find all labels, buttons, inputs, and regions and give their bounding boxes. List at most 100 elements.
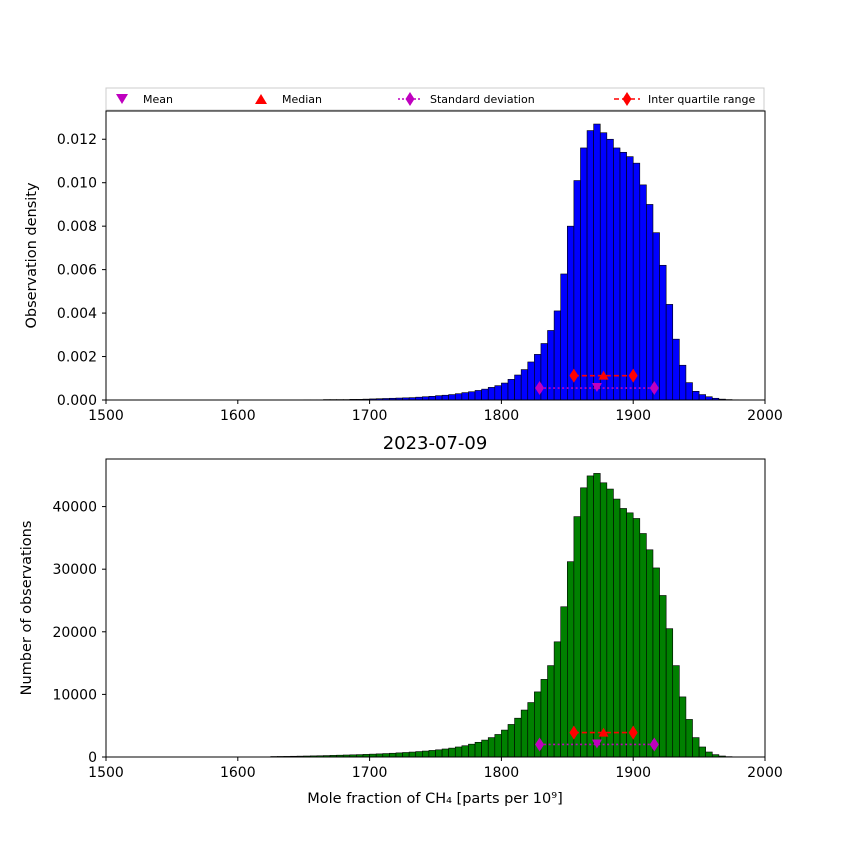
histogram-bar (520, 369, 529, 401)
histogram-bar (547, 665, 555, 758)
histogram-bar (679, 696, 687, 758)
histogram-bar (613, 147, 621, 401)
density-y-tick-label: 0.002 (57, 350, 97, 366)
density-y-tick-label: 0.008 (57, 219, 97, 235)
count-y-tick-label: 0 (88, 750, 97, 766)
histogram-bar (454, 746, 463, 758)
count-x-tick-label: 1600 (220, 765, 256, 781)
histogram-bar (422, 750, 430, 758)
histogram-bar (665, 628, 674, 758)
count-stat-markers (535, 725, 659, 752)
histogram-bar (599, 482, 608, 758)
histogram-bar (619, 151, 627, 401)
histogram-bar (685, 382, 693, 401)
count-axis-ticks: 1500 1600 1700 1800 1900 20000100002000030000… (52, 500, 782, 781)
density-x-tick-label: 1800 (484, 408, 520, 424)
histogram-bar (672, 338, 680, 401)
legend-label-median: Median (282, 93, 322, 106)
histogram-bar (501, 729, 509, 758)
count-x-tick-label: 1800 (484, 765, 520, 781)
legend-entry-iqr: Inter quartile range (614, 92, 755, 106)
histogram-bar (659, 595, 667, 758)
histogram-bar (454, 393, 463, 401)
density-y-tick-label: 0.012 (57, 132, 97, 148)
count-y-tick-label: 10000 (52, 687, 97, 703)
histogram-bar (553, 310, 562, 401)
histogram-bar (547, 330, 555, 401)
mean-marker-icon (116, 94, 128, 104)
density-x-tick-label: 1700 (352, 408, 388, 424)
density-histogram-panel: 1500 1600 1700 1800 1900 2000 0.000 0.002 0.004 0… (24, 110, 783, 424)
legend-entry-mean: Mean (116, 93, 173, 106)
histogram-bar (646, 204, 654, 401)
histogram-bar (487, 737, 496, 758)
histogram-bar (632, 518, 641, 758)
histogram-bar (487, 387, 496, 401)
histogram-bar (395, 752, 403, 758)
legend-entry-std: Standard deviation (398, 92, 535, 106)
legend-label-iqr: Inter quartile range (648, 93, 755, 106)
density-y-tick-label: 0.000 (57, 393, 97, 409)
mean-marker (591, 739, 602, 749)
median-marker (598, 727, 609, 737)
histogram-bar (435, 749, 443, 758)
histogram-bar (468, 743, 476, 758)
histogram-bar (692, 737, 700, 758)
legend-frame (105, 87, 765, 111)
histogram-bar (586, 130, 594, 401)
count-y-tick-label: 30000 (52, 562, 97, 578)
iqr-diamond-icon (622, 92, 632, 106)
count-plot-frame (105, 458, 766, 758)
density-axis-ticks: 1500 1600 1700 1800 1900 2000 0.000 0.002 0.004 0… (57, 132, 783, 424)
histogram-bar (474, 741, 482, 758)
histogram-bar (441, 748, 449, 758)
count-chart-title: 2023-07-09 (383, 433, 488, 454)
histogram-bar (553, 641, 562, 758)
density-y-tick-label: 0.004 (57, 306, 97, 322)
histogram-bar (520, 709, 529, 758)
density-plot-frame (105, 110, 766, 401)
histogram-bar (428, 396, 436, 401)
legend-label-std: Standard deviation (430, 93, 535, 106)
histogram-bar (560, 273, 568, 401)
legend-entry-median: Median (255, 93, 322, 106)
histogram-bar (481, 739, 489, 758)
histogram-bar (626, 512, 634, 758)
histogram-bar (665, 304, 674, 401)
histogram-bar (698, 746, 706, 758)
histogram-bar (527, 702, 535, 758)
histogram-bar (573, 516, 581, 758)
density-y-tick-label: 0.010 (57, 176, 97, 192)
histogram-bar (448, 747, 456, 758)
histogram-bar (501, 382, 509, 401)
histogram-bar (507, 724, 515, 758)
count-x-tick-label: 1500 (88, 765, 124, 781)
histogram-bar (606, 138, 614, 401)
histogram-bar (646, 549, 654, 758)
histogram-bar (461, 745, 469, 758)
std-upper-marker (649, 737, 659, 752)
histogram-bar (679, 364, 687, 401)
density-x-tick-label: 1900 (615, 408, 651, 424)
density-x-tick-label: 1600 (220, 408, 256, 424)
histogram-bar (527, 361, 535, 401)
count-y-tick-label: 20000 (52, 625, 97, 641)
histogram-bar (652, 567, 660, 758)
density-y-tick-label: 0.006 (57, 263, 97, 279)
histogram-bar (613, 498, 621, 758)
iqr-lower-marker (569, 725, 579, 740)
count-x-tick-label: 2000 (747, 765, 783, 781)
iqr-upper-marker (628, 368, 638, 383)
histogram-bar (619, 508, 627, 758)
histogram-bar (382, 753, 390, 758)
histogram-bar (586, 475, 594, 758)
density-y-axis-label: Observation density (24, 182, 40, 328)
histogram-bar (599, 132, 608, 401)
std-upper-marker (649, 381, 659, 396)
histogram-bar (632, 162, 641, 401)
histogram-bar (698, 394, 706, 401)
histogram-bar (705, 751, 713, 758)
histogram-bar (514, 374, 522, 401)
histogram-bar (573, 180, 581, 401)
